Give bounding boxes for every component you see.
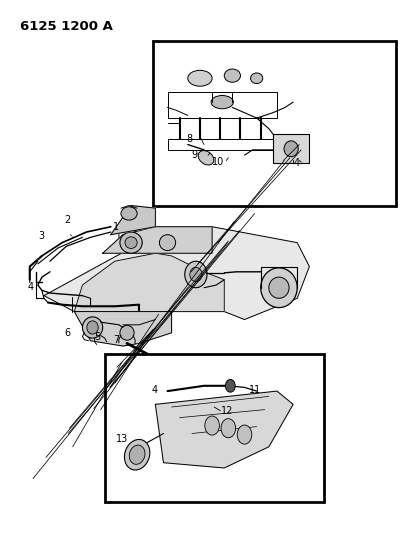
Text: 12: 12 bbox=[222, 406, 234, 416]
Text: 10: 10 bbox=[212, 157, 224, 167]
Text: 6: 6 bbox=[64, 328, 70, 338]
Ellipse shape bbox=[124, 439, 150, 470]
Bar bbox=[105, 354, 324, 503]
Ellipse shape bbox=[251, 73, 263, 84]
Polygon shape bbox=[155, 391, 293, 468]
Text: 6125 1200 A: 6125 1200 A bbox=[20, 20, 113, 33]
Ellipse shape bbox=[261, 268, 297, 308]
Polygon shape bbox=[74, 312, 172, 346]
Ellipse shape bbox=[185, 261, 207, 288]
Polygon shape bbox=[74, 253, 224, 312]
Text: 1: 1 bbox=[113, 222, 119, 232]
Polygon shape bbox=[111, 206, 155, 235]
Polygon shape bbox=[103, 227, 212, 253]
Text: 9: 9 bbox=[192, 150, 198, 160]
Ellipse shape bbox=[120, 325, 134, 340]
Ellipse shape bbox=[198, 151, 214, 165]
Circle shape bbox=[226, 379, 235, 392]
Text: 3: 3 bbox=[38, 231, 44, 241]
Ellipse shape bbox=[87, 321, 98, 334]
Text: 7: 7 bbox=[113, 335, 119, 345]
Polygon shape bbox=[44, 227, 309, 319]
Ellipse shape bbox=[284, 141, 298, 157]
Ellipse shape bbox=[190, 267, 202, 281]
Circle shape bbox=[237, 425, 252, 444]
Text: 2: 2 bbox=[64, 215, 71, 225]
Ellipse shape bbox=[125, 237, 137, 248]
Ellipse shape bbox=[224, 69, 240, 82]
Bar bbox=[273, 134, 309, 163]
Ellipse shape bbox=[120, 232, 142, 253]
Ellipse shape bbox=[269, 277, 289, 298]
Text: 11: 11 bbox=[248, 384, 261, 394]
Text: 4: 4 bbox=[28, 281, 34, 292]
Ellipse shape bbox=[211, 95, 233, 109]
Text: 5: 5 bbox=[95, 332, 101, 342]
Text: 4: 4 bbox=[151, 384, 157, 394]
Ellipse shape bbox=[188, 70, 212, 86]
Circle shape bbox=[205, 416, 220, 435]
Circle shape bbox=[221, 419, 235, 438]
Ellipse shape bbox=[82, 317, 103, 338]
Text: 4: 4 bbox=[293, 158, 299, 168]
Ellipse shape bbox=[129, 445, 145, 464]
Text: 8: 8 bbox=[186, 134, 193, 144]
Ellipse shape bbox=[160, 235, 175, 251]
Bar bbox=[153, 41, 397, 206]
Text: 13: 13 bbox=[115, 434, 128, 444]
Ellipse shape bbox=[121, 207, 137, 220]
